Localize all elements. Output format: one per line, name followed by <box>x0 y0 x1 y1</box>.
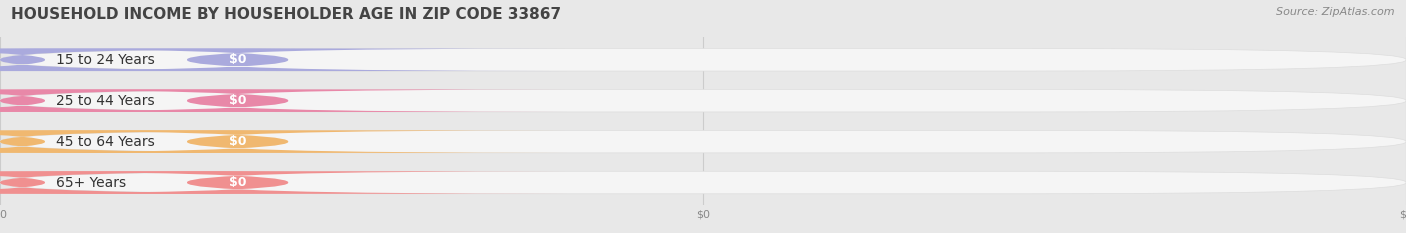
FancyBboxPatch shape <box>0 89 380 112</box>
FancyBboxPatch shape <box>0 130 1406 153</box>
Text: $0: $0 <box>229 53 246 66</box>
Text: 15 to 24 Years: 15 to 24 Years <box>56 53 155 67</box>
Text: 65+ Years: 65+ Years <box>56 175 127 189</box>
FancyBboxPatch shape <box>0 48 567 71</box>
Text: $0: $0 <box>229 135 246 148</box>
FancyBboxPatch shape <box>0 89 567 112</box>
FancyBboxPatch shape <box>0 130 567 153</box>
Text: HOUSEHOLD INCOME BY HOUSEHOLDER AGE IN ZIP CODE 33867: HOUSEHOLD INCOME BY HOUSEHOLDER AGE IN Z… <box>11 7 561 22</box>
Text: $0: $0 <box>229 176 246 189</box>
Text: 25 to 44 Years: 25 to 44 Years <box>56 94 155 108</box>
Text: $0: $0 <box>229 94 246 107</box>
FancyBboxPatch shape <box>0 171 567 194</box>
FancyBboxPatch shape <box>0 171 380 194</box>
FancyBboxPatch shape <box>0 171 1406 194</box>
FancyBboxPatch shape <box>0 89 1406 112</box>
FancyBboxPatch shape <box>0 130 380 153</box>
Text: Source: ZipAtlas.com: Source: ZipAtlas.com <box>1277 7 1395 17</box>
FancyBboxPatch shape <box>0 48 1406 71</box>
Text: 45 to 64 Years: 45 to 64 Years <box>56 135 155 149</box>
FancyBboxPatch shape <box>0 48 380 71</box>
